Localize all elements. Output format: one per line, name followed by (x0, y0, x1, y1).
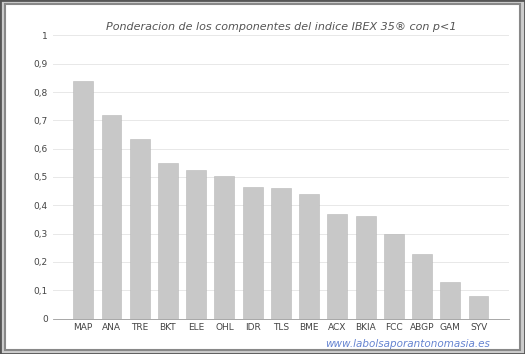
Bar (299, 194, 319, 319)
Bar (356, 216, 375, 319)
Bar (328, 214, 347, 319)
Bar (469, 296, 488, 319)
Bar (384, 234, 404, 319)
Bar (186, 170, 206, 319)
Bar (215, 176, 234, 319)
Bar (158, 163, 178, 319)
Bar (243, 187, 262, 319)
Bar (271, 188, 291, 319)
Bar (101, 115, 121, 319)
Bar (440, 282, 460, 319)
Bar (130, 139, 150, 319)
Bar (74, 81, 93, 319)
Title: Ponderacion de los componentes del indice IBEX 35® con p<1: Ponderacion de los componentes del indic… (106, 22, 456, 32)
Bar (412, 254, 432, 319)
Text: www.labolsaporantonomasia.es: www.labolsaporantonomasia.es (326, 339, 490, 349)
